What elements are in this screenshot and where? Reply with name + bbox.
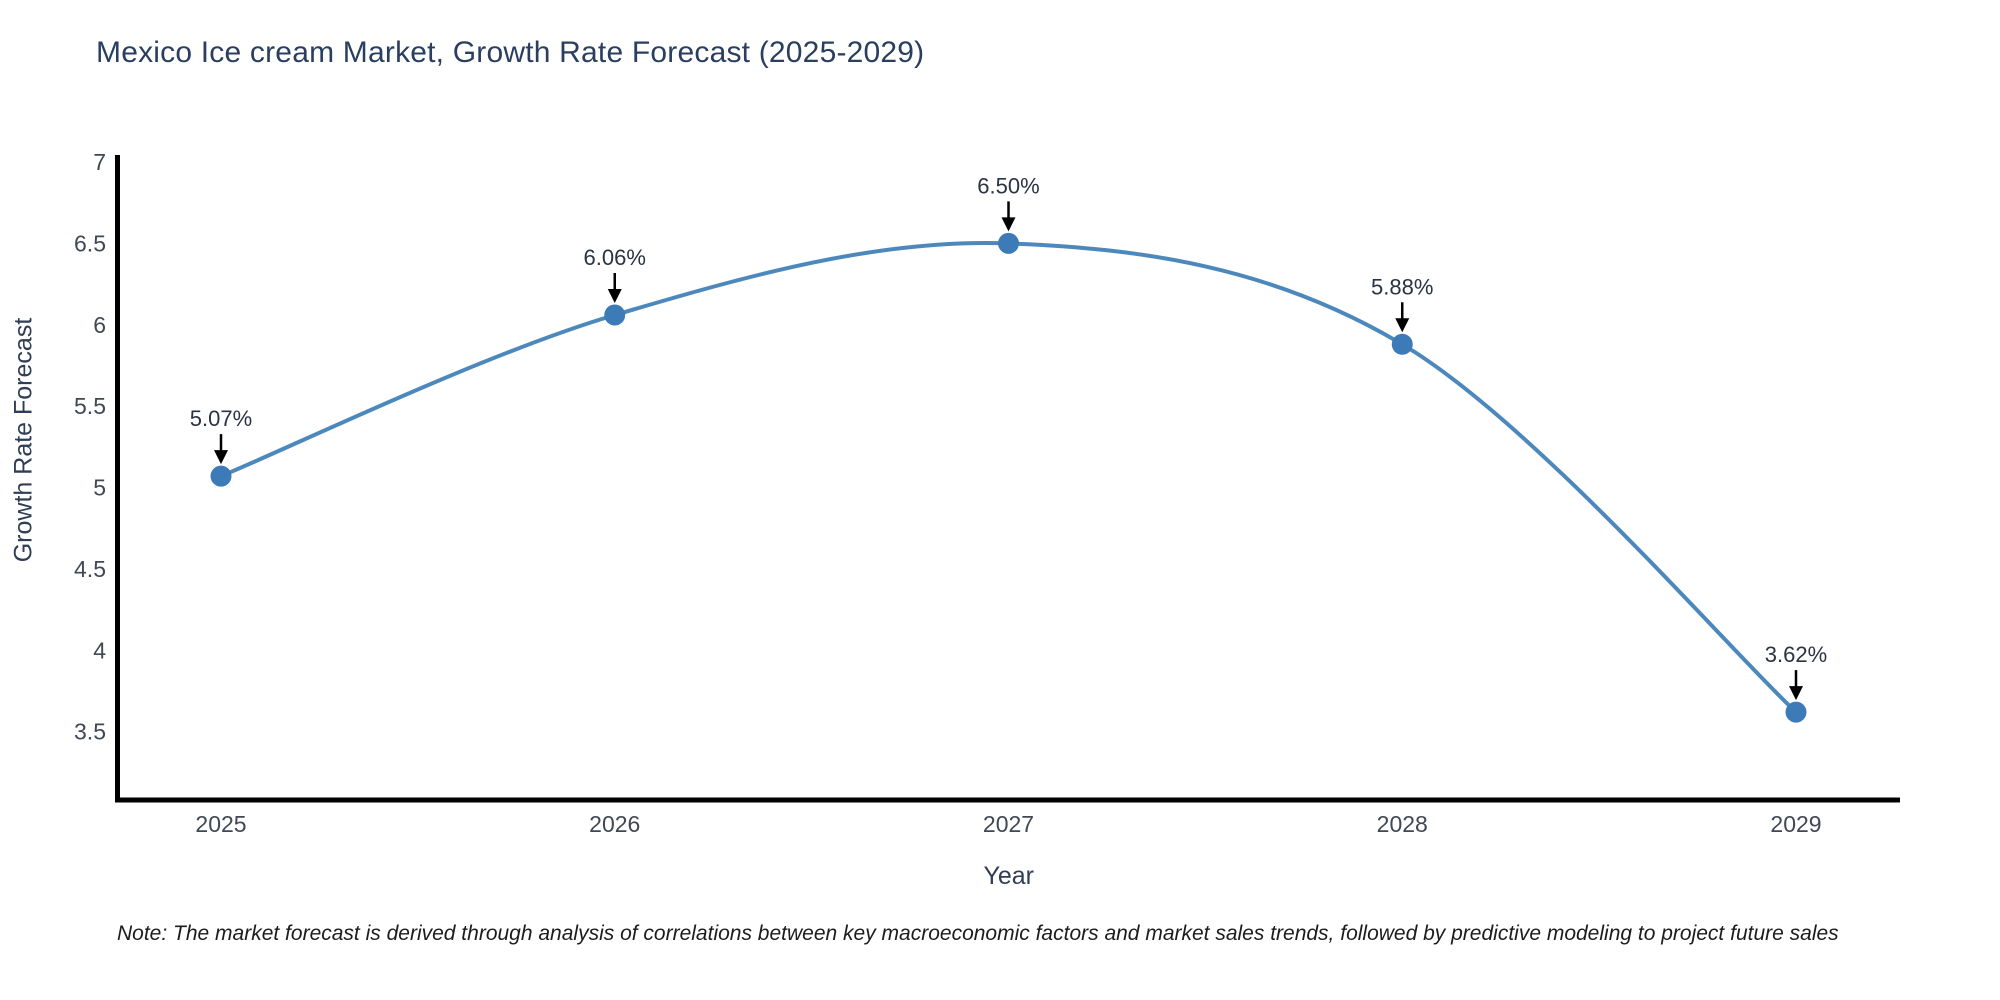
y-tick-label: 6.5 [74, 230, 106, 256]
annotation-arrowhead-icon [1395, 318, 1410, 333]
x-tick-label: 2029 [1770, 811, 1821, 837]
annotation-2025: 5.07% [190, 406, 252, 465]
annotation-2028: 5.88% [1371, 274, 1433, 333]
data-point-marker-2025 [210, 465, 232, 487]
y-tick-label: 7 [93, 149, 106, 175]
footnote: Note: The market forecast is derived thr… [117, 922, 1839, 945]
annotation-label: 3.62% [1765, 642, 1827, 667]
annotation-label: 5.07% [190, 406, 252, 431]
y-tick-label: 5.5 [74, 393, 106, 419]
annotation-label: 6.06% [584, 245, 646, 270]
data-point-marker-2026 [604, 304, 626, 326]
y-tick-label: 5 [93, 475, 106, 501]
x-tick-label: 2028 [1377, 811, 1428, 837]
y-axis-title: Growth Rate Forecast [10, 318, 38, 563]
data-point-marker-2028 [1391, 333, 1413, 355]
annotation-2026: 6.06% [584, 245, 646, 303]
y-tick-label: 4 [93, 637, 106, 663]
y-tick-label: 4.5 [74, 556, 106, 582]
x-tick-label: 2025 [195, 811, 246, 837]
chart-title: Mexico Ice cream Market, Growth Rate For… [96, 36, 925, 69]
annotation-arrowhead-icon [1789, 686, 1803, 701]
x-tick-label: 2027 [983, 811, 1034, 837]
annotation-2029: 3.62% [1765, 642, 1827, 701]
x-tick-label: 2026 [589, 811, 640, 837]
y-tick-label: 6 [93, 312, 106, 338]
annotation-arrowhead-icon [1001, 217, 1016, 232]
data-point-marker-2027 [998, 232, 1019, 254]
trend-line [219, 240, 1798, 715]
annotation-2027: 6.50% [977, 173, 1040, 232]
annotation-label: 5.88% [1371, 274, 1433, 299]
annotation-label: 6.50% [977, 173, 1039, 198]
y-tick-label: 3.5 [74, 719, 106, 745]
data-point-marker-2029 [1785, 701, 1807, 723]
annotation-arrowhead-icon [607, 288, 622, 303]
annotation-arrowhead-icon [214, 450, 228, 465]
x-axis-title: Year [983, 862, 1034, 890]
